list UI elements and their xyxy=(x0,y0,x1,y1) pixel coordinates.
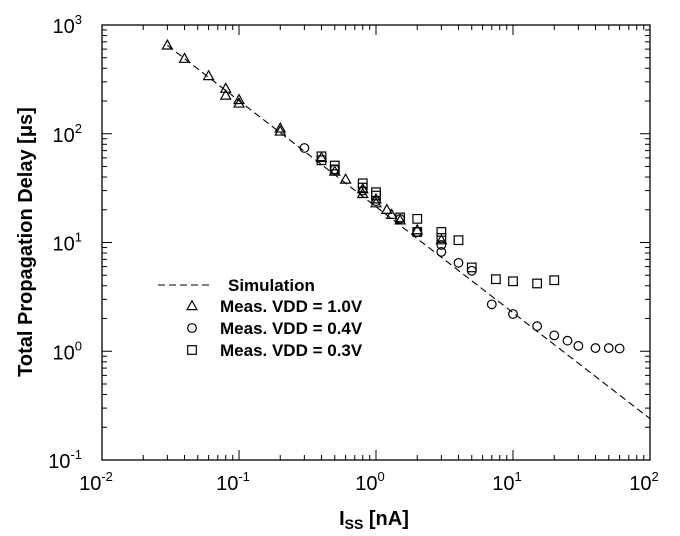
data-point-circle xyxy=(299,143,310,153)
data-point-circle xyxy=(549,330,560,341)
data-point-triangle xyxy=(385,208,398,219)
data-point-triangle xyxy=(380,203,393,215)
data-point-triangle xyxy=(356,187,369,199)
legend-label-vdd-0-3: Meas. VDD = 0.3V xyxy=(220,341,363,360)
legend-circle-marker xyxy=(187,323,197,333)
y-tick-label: 101 xyxy=(53,230,82,256)
data-point-circle xyxy=(573,340,584,351)
legend-triangle-marker xyxy=(186,299,198,311)
data-point-square xyxy=(508,276,518,287)
y-tick-label: 102 xyxy=(53,121,82,147)
data-point-triangle xyxy=(435,233,448,245)
y-tick-label: 10-1 xyxy=(48,447,82,473)
data-point-square xyxy=(436,227,447,237)
data-point-circle xyxy=(532,321,543,332)
y-tick-label: 103 xyxy=(53,12,82,38)
data-point-square xyxy=(371,190,381,201)
data-point-square xyxy=(532,278,543,289)
data-point-triangle xyxy=(178,52,191,63)
x-tick-label: 100 xyxy=(355,469,384,495)
data-point-circle xyxy=(486,299,497,310)
data-point-triangle xyxy=(339,173,352,184)
x-axis-title-unit: [nA] xyxy=(363,508,409,530)
data-point-triangle xyxy=(370,196,382,208)
data-point-circle xyxy=(508,309,518,319)
data-point-triangle xyxy=(219,89,232,100)
y-tick-label: 100 xyxy=(53,338,82,364)
data-point-square xyxy=(395,212,406,223)
data-point-square xyxy=(329,164,340,175)
data-point-circle xyxy=(590,343,601,353)
legend-square-marker xyxy=(187,345,197,355)
data-point-circle xyxy=(466,265,477,276)
data-point-triangle xyxy=(394,213,407,225)
plot-frame xyxy=(101,24,651,461)
data-point-triangle xyxy=(274,125,287,136)
x-axis-title: ISS [nA] xyxy=(339,508,409,532)
data-point-triangle xyxy=(274,121,287,133)
data-point-triangle xyxy=(161,38,174,50)
data-point-circle xyxy=(436,246,447,257)
series-triangle xyxy=(161,38,448,245)
series-square xyxy=(316,151,560,289)
legend-label-vdd-1-0: Meas. VDD = 1.0V xyxy=(220,297,363,316)
simulation-line xyxy=(167,44,651,420)
x-tick-label: 101 xyxy=(492,469,521,495)
data-point-square xyxy=(316,155,327,166)
data-point-circle xyxy=(614,343,625,354)
x-tick-label: 10-2 xyxy=(79,469,113,495)
data-point-triangle xyxy=(202,69,215,81)
data-point-square xyxy=(412,227,423,237)
legend-label-vdd-0-4: Meas. VDD = 0.4V xyxy=(220,319,363,338)
tick-marks xyxy=(101,24,651,461)
data-point-triangle xyxy=(411,223,424,235)
data-point-triangle xyxy=(315,151,328,163)
x-tick-label: 10-1 xyxy=(216,469,250,495)
data-point-triangle xyxy=(356,182,369,194)
data-point-square xyxy=(453,235,464,246)
data-point-triangle xyxy=(219,82,232,93)
data-point-circle xyxy=(412,227,423,237)
data-point-square xyxy=(436,233,447,243)
data-point-triangle xyxy=(233,93,245,105)
data-point-triangle xyxy=(233,97,245,108)
data-point-circle xyxy=(453,257,464,268)
data-point-square xyxy=(412,213,423,224)
data-point-circle xyxy=(603,343,614,353)
data-point-square xyxy=(466,262,477,273)
data-point-square xyxy=(549,275,560,286)
legend: Simulation Meas. VDD = 1.0V Meas. VDD = … xyxy=(158,276,363,360)
data-point-circle xyxy=(562,335,573,346)
data-point-circle xyxy=(436,240,447,250)
y-axis-title: Total Propagation Delay [μs] xyxy=(15,107,37,377)
x-tick-label: 102 xyxy=(629,469,658,495)
legend-label-simulation: Simulation xyxy=(228,276,315,295)
data-point-square xyxy=(357,182,368,193)
x-axis-title-main: I xyxy=(339,508,345,530)
series-layer xyxy=(161,38,651,420)
data-point-triangle xyxy=(328,165,341,176)
data-point-triangle xyxy=(370,192,382,204)
data-point-square xyxy=(490,274,501,285)
x-axis-title-subscript: SS xyxy=(345,516,364,532)
